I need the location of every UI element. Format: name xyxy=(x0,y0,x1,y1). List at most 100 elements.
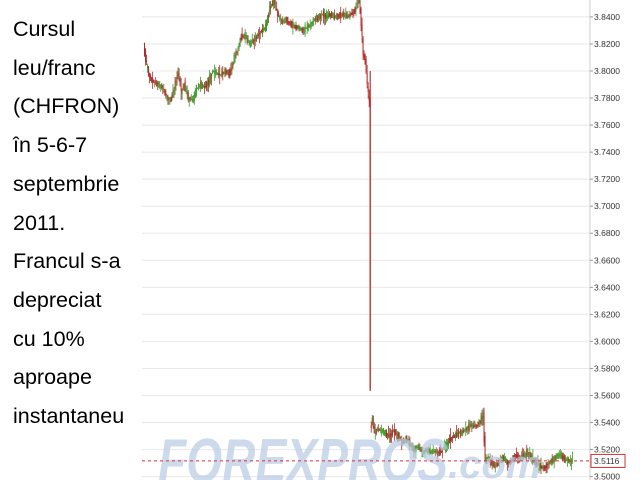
candle-body xyxy=(323,13,325,18)
candle-body xyxy=(447,437,449,447)
candle-body xyxy=(383,430,385,435)
candle-body xyxy=(410,443,412,447)
y-tick-label: 3.5400 xyxy=(594,418,620,428)
y-tick-label: 3.6600 xyxy=(594,255,620,265)
candle-body xyxy=(341,13,343,17)
candle-body xyxy=(417,444,419,450)
candle-body xyxy=(414,446,416,453)
candle-body xyxy=(534,457,536,466)
candle-body xyxy=(364,53,366,65)
candle-body xyxy=(350,12,352,17)
candle-body xyxy=(485,458,487,461)
y-tick-label: 3.8200 xyxy=(594,39,620,49)
candle-body xyxy=(360,8,362,26)
candle-body xyxy=(282,21,284,23)
candle-body xyxy=(284,17,286,24)
candle-body xyxy=(285,16,287,23)
candle-body xyxy=(349,10,351,20)
candle-body xyxy=(409,439,411,448)
candle-body xyxy=(167,95,169,100)
candle-body xyxy=(292,24,294,27)
candle-body xyxy=(408,439,410,446)
candle-body xyxy=(420,449,422,451)
y-tick-label: 3.7600 xyxy=(594,120,620,130)
candle-body xyxy=(522,455,524,458)
candle-body xyxy=(153,79,155,84)
candle-body xyxy=(432,449,434,454)
candle-body xyxy=(165,93,167,96)
candle-body xyxy=(391,433,393,435)
candle-body xyxy=(229,69,231,75)
candle-body xyxy=(269,9,271,13)
candle-body xyxy=(542,467,544,469)
candle-body xyxy=(295,24,297,30)
candle-body xyxy=(288,21,290,24)
candle-body xyxy=(211,73,213,77)
candle-body xyxy=(217,72,219,76)
candle-body xyxy=(176,77,178,79)
candle-body xyxy=(424,448,426,453)
candle-body xyxy=(386,433,388,435)
candle-body xyxy=(335,15,337,19)
candle-body xyxy=(473,424,475,428)
candle-body xyxy=(221,71,223,78)
candle-body xyxy=(155,82,157,84)
candle-body xyxy=(258,33,260,35)
candle-body xyxy=(506,460,508,465)
candle-body xyxy=(460,429,462,437)
candle-body xyxy=(558,453,560,458)
candle-body xyxy=(443,446,445,449)
candle-body xyxy=(230,68,232,72)
candle-body xyxy=(523,453,525,458)
candle-body xyxy=(389,433,391,439)
candle-body xyxy=(423,450,425,452)
candle-body xyxy=(557,452,559,460)
candle-body xyxy=(179,77,181,87)
candle-body xyxy=(521,454,523,461)
candle-body xyxy=(513,455,515,463)
candle-body xyxy=(524,450,526,459)
candle-body xyxy=(334,13,336,20)
candle-body xyxy=(563,455,565,462)
candle-body xyxy=(259,30,261,34)
candle-body xyxy=(281,18,283,25)
candle-body xyxy=(199,81,201,89)
candle-body xyxy=(268,14,270,18)
candle-body xyxy=(239,37,241,47)
candle-body xyxy=(553,455,555,463)
candle-body xyxy=(393,430,395,432)
candle-body xyxy=(272,1,274,7)
candle-body xyxy=(338,13,340,18)
candle-body xyxy=(499,460,501,463)
candle-body xyxy=(253,40,255,42)
candle-body xyxy=(504,456,506,464)
candle-body xyxy=(367,86,369,92)
caption-line: instantaneu xyxy=(13,404,125,429)
candle-body xyxy=(151,76,153,82)
candle-body xyxy=(200,84,202,86)
candle-body xyxy=(214,71,216,73)
candle-body xyxy=(380,430,382,431)
candle-body xyxy=(425,448,427,452)
candle-body xyxy=(457,432,459,437)
candle-body xyxy=(496,462,498,467)
candle-body xyxy=(392,430,394,435)
candle-body xyxy=(467,425,469,430)
forexpros-watermark: FOREXPROS .com xyxy=(158,427,541,480)
candle-body xyxy=(342,13,344,16)
candle-body xyxy=(419,447,421,451)
candle-body xyxy=(245,34,247,39)
candle-body xyxy=(413,446,415,452)
candle-body xyxy=(212,71,214,74)
candle-body xyxy=(498,460,500,464)
candle-body xyxy=(180,87,182,91)
candle-body xyxy=(453,435,455,439)
candle-body xyxy=(412,444,414,451)
candle-body xyxy=(361,24,363,37)
y-tick-label: 3.6000 xyxy=(594,336,620,346)
candle-body xyxy=(287,17,289,26)
candle-body xyxy=(459,432,461,434)
candle-body xyxy=(201,82,203,89)
candle-body xyxy=(446,441,448,446)
y-tick-label: 3.8000 xyxy=(594,66,620,76)
